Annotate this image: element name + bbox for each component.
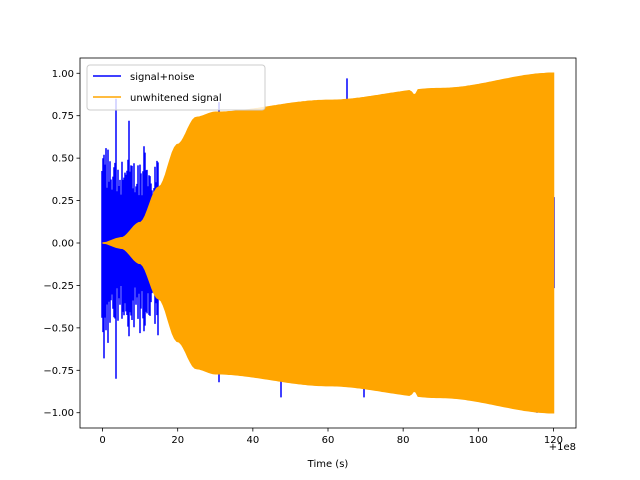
axes-layer: 0 20 40 60 80 100 120 −1.00 −0.75 −0.50 −0.25 0.00 0… <box>43 69 563 446</box>
x-tick-label: 40 <box>246 435 259 446</box>
x-tick-label: 80 <box>397 435 410 446</box>
x-tick-label: 120 <box>544 435 563 446</box>
y-tick-label: 0.75 <box>52 111 74 122</box>
y-tick-label: −0.75 <box>43 366 74 377</box>
legend-label-signal-noise: signal+noise <box>130 72 195 83</box>
x-axis-label: Time (s) <box>307 459 349 470</box>
y-tick-label: −0.50 <box>43 323 74 334</box>
y-tick-label: 0.25 <box>52 196 74 207</box>
y-tick-label: −0.25 <box>43 281 74 292</box>
x-tick-label: 100 <box>469 435 488 446</box>
y-tick-label: 0.50 <box>52 154 74 165</box>
x-tick-label: 0 <box>99 435 105 446</box>
x-tick-label: 20 <box>171 435 184 446</box>
y-tick-label: 0.00 <box>52 239 74 250</box>
y-tick-label: 1.00 <box>52 69 74 80</box>
legend: signal+noise unwhitened signal <box>86 64 266 111</box>
x-tick-label: 60 <box>322 435 335 446</box>
legend-label-unwhitened-signal: unwhitened signal <box>130 93 222 104</box>
legend-box <box>86 64 266 111</box>
x-offset-label: +1e8 <box>549 442 576 453</box>
y-tick-label: −1.00 <box>43 408 74 419</box>
